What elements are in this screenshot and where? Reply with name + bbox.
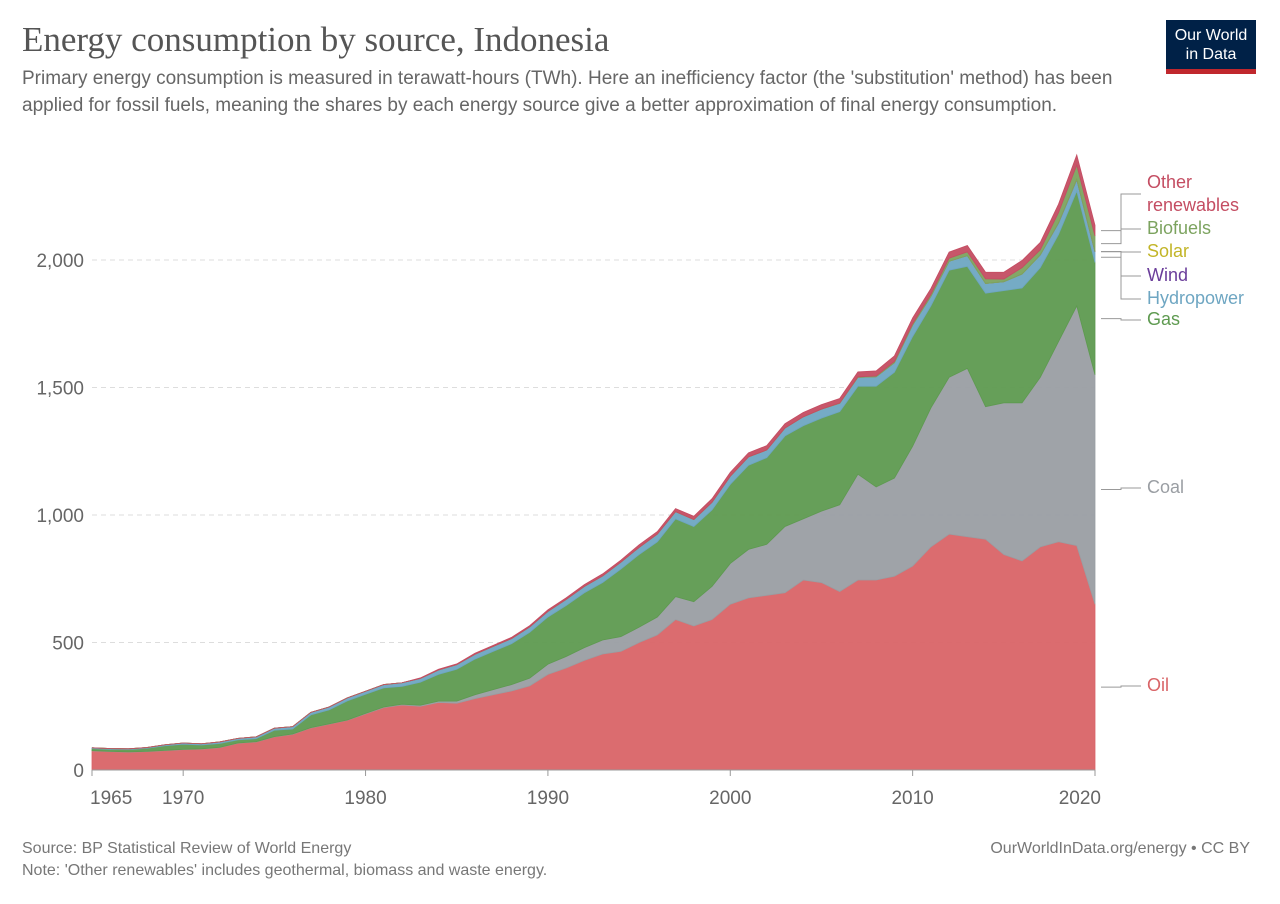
leader-line [1101, 250, 1141, 253]
x-tick-label: 1980 [344, 788, 386, 809]
legend-label[interactable]: Hydropower [1147, 288, 1245, 308]
x-tick-label: 1965 [90, 788, 132, 809]
leader-line [1101, 318, 1141, 321]
x-tick-label: 1970 [162, 788, 204, 809]
y-tick-label: 0 [73, 761, 84, 782]
leader-line [1101, 193, 1141, 232]
legend-label[interactable]: Biofuels [1147, 218, 1212, 238]
y-tick-label: 1,500 [36, 379, 84, 400]
leader-line [1101, 487, 1141, 490]
leader-line [1101, 228, 1141, 245]
source: Source: BP Statistical Review of World E… [22, 840, 352, 857]
y-tick-label: 2,000 [36, 251, 84, 272]
chart-title: Energy consumption by source, Indonesia [22, 20, 610, 59]
x-tick-label: 2010 [891, 788, 933, 809]
area [91, 153, 1096, 750]
chart-subtitle: Primary energy consumption is measured i… [22, 68, 1113, 116]
leader-line [1101, 256, 1141, 300]
x-tick-label: 1990 [527, 788, 569, 809]
legend-label[interactable]: Solar [1147, 241, 1190, 261]
x-tick-label: 2020 [1059, 788, 1101, 809]
legend-label[interactable]: Coal [1147, 477, 1185, 497]
legend-label[interactable]: Oil [1147, 675, 1169, 695]
logo[interactable]: Our World in Data [1166, 20, 1256, 74]
legend-label[interactable]: Other renewables [1147, 172, 1240, 215]
leader-line [1101, 251, 1141, 277]
legend-label[interactable]: Gas [1147, 309, 1181, 329]
y-tick-label: 1,000 [36, 506, 84, 527]
legend-label[interactable]: Wind [1147, 265, 1189, 285]
y-tick-label: 500 [52, 634, 84, 655]
x-tick-label: 2000 [709, 788, 751, 809]
note: Note: 'Other renewables' includes geothe… [22, 862, 548, 879]
credit[interactable]: OurWorldInData.org/energy • CC BY [990, 840, 1250, 857]
leader-line [1101, 685, 1141, 688]
